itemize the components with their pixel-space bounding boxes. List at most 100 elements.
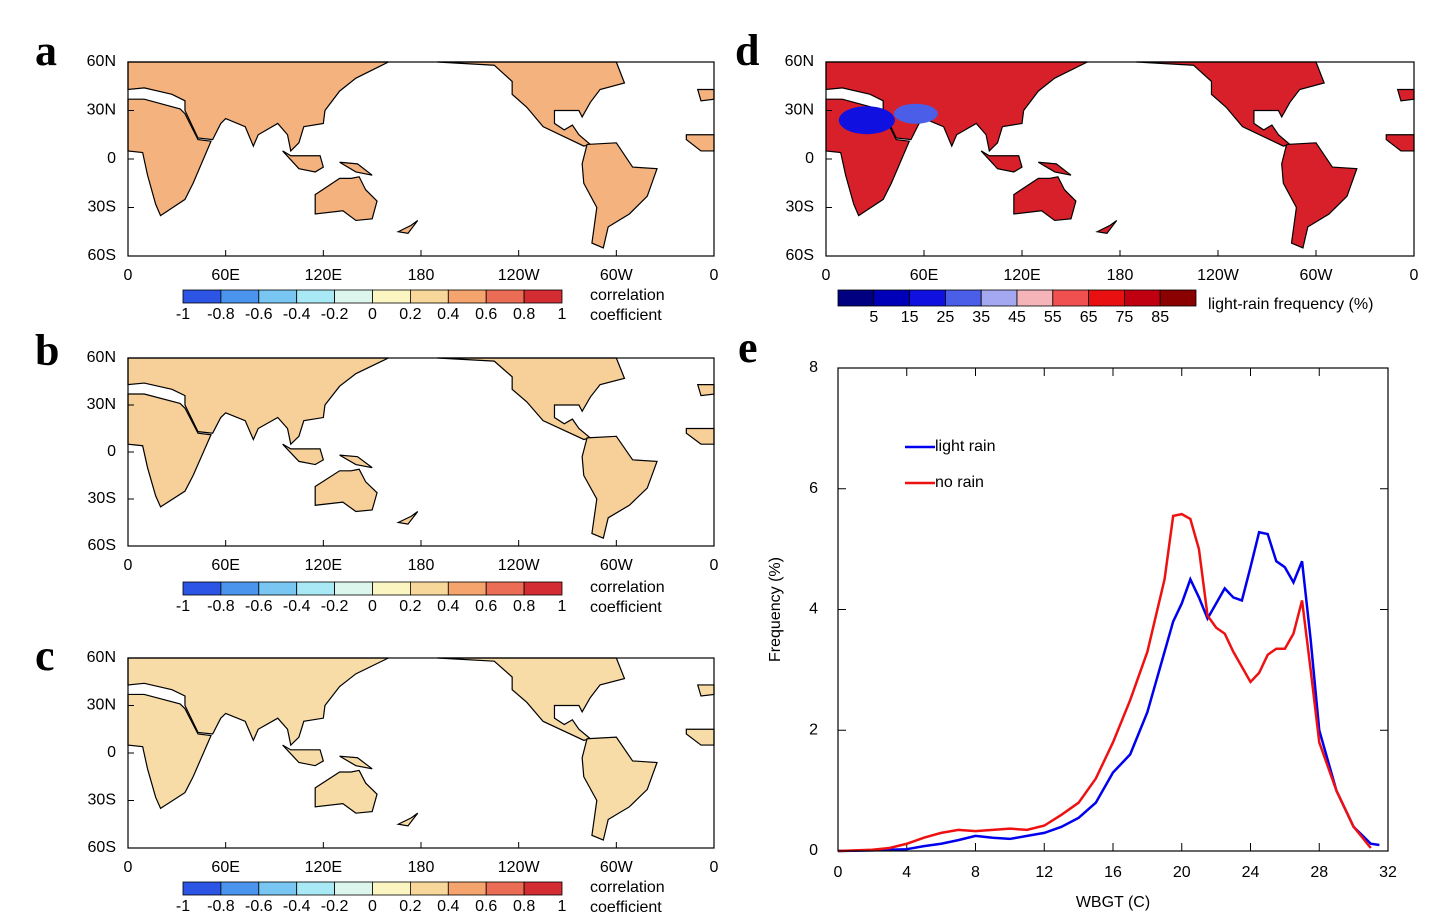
land — [437, 357, 626, 441]
x-tick-label: 4 — [902, 864, 911, 881]
lon-label: 60W — [1300, 267, 1334, 284]
land — [1095, 219, 1118, 235]
y-tick-label: 6 — [809, 480, 818, 497]
colorbar-tick-label: 0.6 — [475, 598, 497, 615]
land — [396, 812, 419, 827]
colorbar-box — [296, 289, 336, 304]
colorbar-tick-label: 0.4 — [437, 306, 459, 323]
colorbar-tick-label: -0.8 — [207, 898, 235, 915]
land — [980, 150, 1023, 173]
colorbar-box — [182, 881, 222, 896]
lat-label: 60S — [88, 839, 116, 856]
lon-label: 0 — [710, 557, 719, 574]
colorbar-tick-label: 0 — [368, 598, 377, 615]
lon-label: 0 — [124, 267, 133, 284]
colorbar-tick-label: -1 — [176, 898, 190, 915]
colorbar-box — [372, 289, 411, 304]
colorbar-box — [409, 881, 449, 896]
colorbar-box — [182, 581, 222, 596]
colorbar-box — [447, 581, 487, 596]
colorbar-label: coefficient — [590, 599, 662, 616]
lat-label: 30S — [88, 490, 116, 507]
land — [282, 443, 325, 466]
colorbar-tick-label: 0.8 — [513, 598, 535, 615]
colorbar-box — [485, 581, 525, 596]
colorbar-box — [945, 289, 982, 307]
lat-label: 30N — [87, 396, 116, 413]
panel-letter: a — [35, 26, 57, 75]
lon-label: 60W — [600, 557, 634, 574]
colorbar-tick-label: 0.8 — [513, 898, 535, 915]
lon-label: 60W — [600, 859, 634, 876]
colorbar-tick-label: 0.2 — [399, 598, 421, 615]
colorbar-label: coefficient — [590, 899, 662, 915]
lon-label: 180 — [1107, 267, 1134, 284]
colorbar-tick-label: -0.4 — [283, 598, 311, 615]
lat-label: 0 — [107, 744, 116, 761]
colorbar-tick-label: 35 — [972, 309, 990, 326]
lon-label: 180 — [408, 267, 435, 284]
land — [696, 384, 715, 397]
dry-region — [838, 106, 895, 135]
colorbar-tick-label: -0.8 — [207, 598, 235, 615]
lat-label: 0 — [107, 150, 116, 167]
lon-label: 60W — [600, 267, 634, 284]
colorbar-tick-label: 65 — [1080, 309, 1098, 326]
colorbar-box — [980, 289, 1018, 307]
land — [1281, 142, 1358, 249]
land — [314, 468, 378, 513]
colorbar-tick-label: -0.4 — [283, 898, 311, 915]
panel-letter: e — [738, 323, 758, 372]
land — [1396, 88, 1415, 102]
colorbar-box — [909, 289, 946, 307]
colorbar-box — [296, 881, 336, 896]
colorbar-label: coefficient — [590, 307, 662, 324]
colorbar-label: correlation — [590, 287, 665, 304]
lon-label: 120W — [498, 557, 541, 574]
y-tick-label: 4 — [809, 601, 818, 618]
lon-label: 120E — [305, 267, 342, 284]
land — [685, 134, 715, 152]
land — [685, 427, 715, 445]
plot-frame — [837, 367, 1389, 852]
land — [1013, 176, 1077, 222]
colorbar-tick-label: -0.6 — [245, 306, 273, 323]
colorbar-tick-label: 0.4 — [437, 598, 459, 615]
colorbar-box — [523, 881, 563, 896]
lon-label: 0 — [124, 859, 133, 876]
colorbar-tick-label: 85 — [1151, 309, 1169, 326]
legend-label: no rain — [935, 474, 984, 491]
colorbar-box — [485, 881, 525, 896]
x-tick-label: 16 — [1104, 864, 1122, 881]
land — [314, 769, 378, 814]
land — [581, 736, 658, 841]
lon-label: 60E — [211, 267, 239, 284]
x-tick-label: 24 — [1242, 864, 1260, 881]
lat-label: 60N — [87, 53, 116, 70]
land — [1136, 61, 1325, 147]
land — [696, 88, 715, 102]
land — [825, 61, 1088, 153]
lon-label: 0 — [124, 557, 133, 574]
colorbar-tick-label: -0.6 — [245, 598, 273, 615]
colorbar-box — [258, 881, 298, 896]
colorbar-box — [409, 581, 449, 596]
lon-label: 120W — [498, 859, 541, 876]
land — [1038, 161, 1072, 176]
legend-label: light rain — [935, 438, 995, 455]
land — [581, 142, 658, 249]
land — [339, 454, 373, 469]
series-line — [837, 512, 1372, 853]
lat-label: 60N — [87, 649, 116, 666]
colorbar-box — [258, 289, 298, 304]
colorbar-tick-label: 75 — [1116, 309, 1134, 326]
lat-label: 60S — [88, 247, 116, 264]
x-tick-label: 32 — [1379, 864, 1397, 881]
colorbar-label: correlation — [590, 579, 665, 596]
lat-label: 0 — [107, 443, 116, 460]
colorbar-tick-label: 55 — [1044, 309, 1062, 326]
lat-label: 30S — [88, 199, 116, 216]
land — [685, 728, 715, 746]
